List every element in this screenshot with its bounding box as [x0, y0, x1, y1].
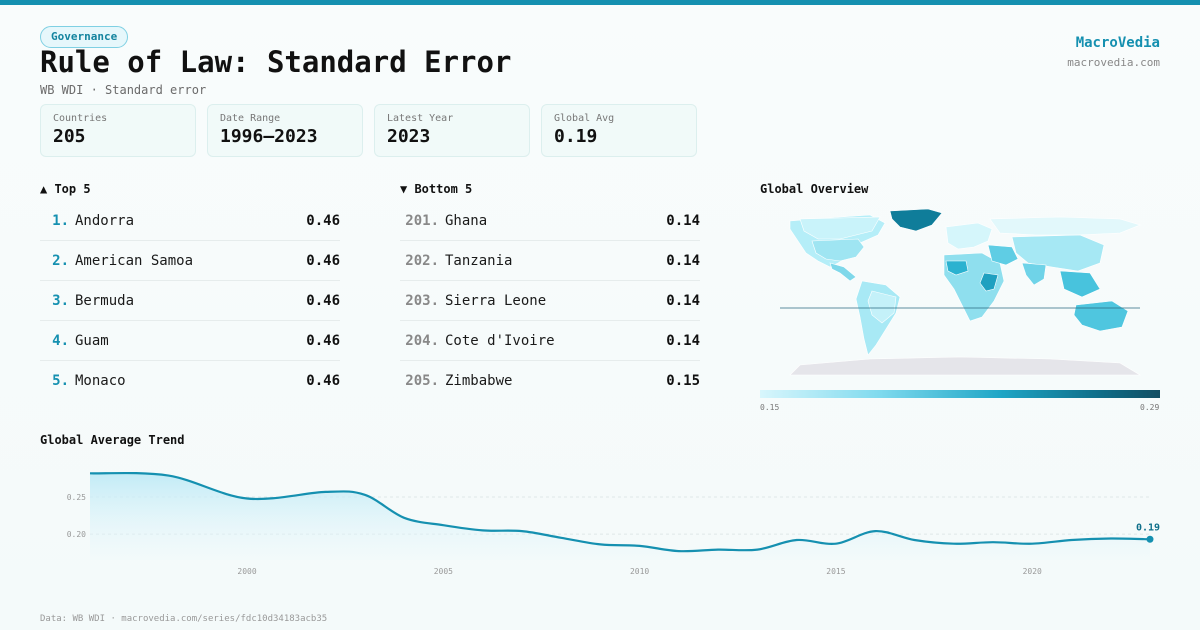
rank-number: 2. — [52, 252, 69, 269]
rank-number: 205. — [405, 373, 439, 389]
list-item[interactable]: 5. Monaco 0.46 — [40, 361, 340, 401]
stat-label: Date Range — [220, 113, 281, 124]
country-name: Guam — [75, 332, 109, 349]
top-5-list: 1. Andorra 0.46 2. American Samoa 0.46 3… — [40, 201, 340, 401]
country-name: Cote d'Ivoire — [445, 332, 555, 349]
stat-card-countries: Countries 205 — [40, 104, 196, 157]
country-value: 0.46 — [306, 252, 340, 269]
list-item[interactable]: 1. Andorra 0.46 — [40, 201, 340, 241]
x-tick-label: 2005 — [434, 567, 453, 576]
list-item[interactable]: 204. Cote d'Ivoire 0.14 — [400, 321, 700, 361]
country-name: American Samoa — [75, 252, 194, 269]
world-choropleth-map[interactable] — [760, 205, 1160, 380]
list-item[interactable]: 4. Guam 0.46 — [40, 321, 340, 361]
country-value: 0.46 — [306, 212, 340, 229]
rank-number: 4. — [52, 332, 69, 349]
trend-chart: 2000 2005 2010 2015 2020 0.20 0.25 0.19 — [67, 471, 1160, 576]
country-name: Zimbabwe — [445, 373, 513, 389]
country-name: Sierra Leone — [445, 292, 547, 309]
category-badge: Governance — [40, 26, 129, 48]
brazil-region — [867, 290, 897, 324]
rank-number: 5. — [52, 373, 69, 389]
west-africa-region — [945, 260, 969, 276]
asia-region — [1011, 234, 1105, 272]
last-value-label: 0.19 — [1136, 522, 1160, 533]
country-name: Andorra — [75, 212, 135, 229]
scale-max-label: 0.29 — [1140, 403, 1160, 412]
y-tick-label: 0.20 — [67, 530, 86, 539]
country-name: Ghana — [445, 212, 488, 229]
trend-area-fill — [90, 473, 1150, 560]
stat-card-global-avg: Global Avg 0.19 — [541, 104, 697, 157]
russia-region — [989, 216, 1141, 236]
footer-source: Data: WB WDI · macrovedia.com/series/fdc… — [40, 614, 328, 624]
country-value: 0.14 — [666, 212, 700, 229]
bottom-5-heading: ▼ Bottom 5 — [400, 182, 473, 196]
stat-value: 205 — [53, 126, 86, 147]
stat-label: Global Avg — [554, 113, 615, 124]
country-value: 0.14 — [666, 252, 700, 269]
color-scale-bar — [760, 390, 1160, 398]
list-item[interactable]: 201. Ghana 0.14 — [400, 201, 700, 241]
europe-region — [945, 222, 993, 250]
country-name: Bermuda — [75, 292, 135, 309]
list-item[interactable]: 202. Tanzania 0.14 — [400, 241, 700, 281]
page-title: Rule of Law: Standard Error — [40, 45, 512, 79]
page-subtitle: WB WDI · Standard error — [40, 83, 207, 97]
brand-url[interactable]: macrovedia.com — [1067, 56, 1160, 69]
country-name: Monaco — [75, 373, 126, 389]
rank-number: 204. — [405, 332, 439, 349]
stat-label: Latest Year — [387, 113, 454, 124]
rank-number: 203. — [405, 292, 439, 309]
bottom-5-list: 201. Ghana 0.14 202. Tanzania 0.14 203. … — [400, 201, 700, 401]
x-tick-label: 2015 — [826, 567, 845, 576]
country-value: 0.46 — [306, 373, 340, 389]
stat-card-date-range: Date Range 1996–2023 — [207, 104, 363, 157]
stat-card-latest-year: Latest Year 2023 — [374, 104, 530, 157]
x-tick-label: 2020 — [1023, 567, 1042, 576]
east-africa-region — [979, 272, 999, 292]
y-tick-label: 0.25 — [67, 493, 86, 502]
country-value: 0.46 — [306, 332, 340, 349]
trend-heading: Global Average Trend — [40, 433, 185, 447]
last-data-point — [1146, 535, 1154, 543]
central-america-region — [829, 262, 857, 282]
top-accent-bar — [0, 0, 1200, 5]
x-tick-label: 2000 — [237, 567, 256, 576]
trend-line — [89, 471, 1151, 553]
greenland-region — [889, 208, 943, 232]
rank-number: 1. — [52, 212, 69, 229]
list-item[interactable]: 2. American Samoa 0.46 — [40, 241, 340, 281]
global-overview-heading: Global Overview — [760, 182, 869, 196]
rank-number: 3. — [52, 292, 69, 309]
middle-east-region — [987, 244, 1019, 266]
stat-label: Countries — [53, 113, 108, 124]
stat-value: 1996–2023 — [220, 126, 318, 147]
stat-value: 2023 — [387, 126, 431, 147]
canada-region — [799, 216, 881, 240]
list-item[interactable]: 3. Bermuda 0.46 — [40, 281, 340, 321]
top-5-heading: ▲ Top 5 — [40, 182, 91, 196]
brand-name[interactable]: MacroVedia — [1075, 35, 1160, 51]
country-value: 0.15 — [666, 373, 700, 389]
country-value: 0.14 — [666, 332, 700, 349]
stat-value: 0.19 — [554, 126, 598, 147]
antarctica-region — [789, 356, 1142, 376]
country-value: 0.14 — [666, 292, 700, 309]
rank-number: 201. — [405, 212, 439, 229]
list-item[interactable]: 205. Zimbabwe 0.15 — [400, 361, 700, 401]
scale-min-label: 0.15 — [760, 403, 780, 412]
country-value: 0.46 — [306, 292, 340, 309]
australia-region — [1073, 300, 1129, 332]
rank-number: 202. — [405, 252, 439, 269]
southeast-asia-region — [1059, 270, 1101, 298]
list-item[interactable]: 203. Sierra Leone 0.14 — [400, 281, 700, 321]
country-name: Tanzania — [445, 252, 513, 269]
x-tick-label: 2010 — [630, 567, 649, 576]
usa-region — [811, 238, 865, 262]
south-asia-region — [1021, 262, 1047, 286]
